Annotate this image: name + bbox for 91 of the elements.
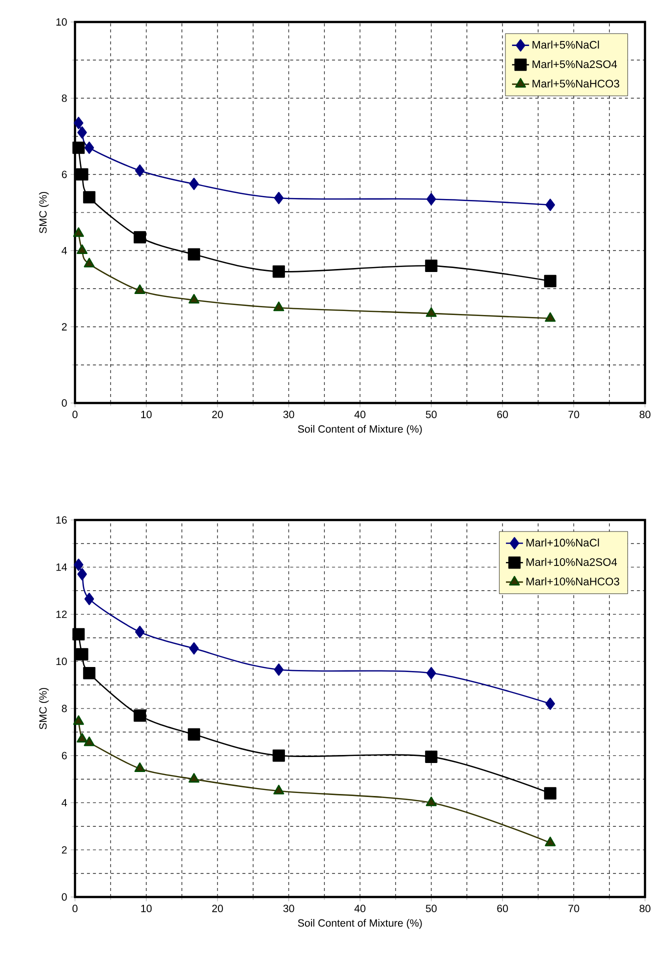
x-tick-label: 40 (354, 904, 366, 912)
point (73, 227, 84, 237)
point (84, 258, 95, 268)
point (189, 642, 199, 655)
y-tick-label: 12 (56, 610, 67, 618)
point (73, 715, 84, 725)
x-tick-label: 80 (640, 410, 650, 418)
x-tick-label: 50 (426, 410, 437, 418)
point (272, 265, 285, 278)
y-tick-label: 0 (62, 399, 67, 407)
y-tick-label: 2 (62, 846, 67, 854)
y-tick-label: 2 (62, 323, 67, 330)
point (134, 231, 146, 244)
point (273, 784, 284, 794)
point (72, 628, 85, 640)
point (74, 558, 84, 571)
point (426, 193, 436, 206)
point (544, 787, 556, 800)
y-tick-label: 14 (56, 564, 67, 571)
point (426, 307, 437, 317)
x-tick-label: 0 (72, 410, 78, 418)
legend-label: Marl+5%Na2SO4 (532, 60, 617, 68)
y-tick-label: 4 (62, 799, 67, 806)
point (134, 709, 146, 722)
point (74, 116, 84, 130)
y-tick-label: 16 (56, 516, 67, 524)
point (188, 773, 200, 783)
x-tick-label: 10 (141, 410, 152, 418)
point (545, 698, 556, 710)
point (83, 191, 96, 204)
point (426, 796, 437, 806)
point (77, 568, 87, 580)
x-tick-label: 40 (354, 410, 366, 418)
point (134, 284, 146, 294)
legend-label: Marl+10%NaHCO3 (526, 577, 620, 586)
y-tick-label: 10 (56, 18, 67, 26)
x-tick-label: 0 (72, 904, 78, 912)
y-tick-label: 0 (62, 893, 67, 901)
point (425, 750, 438, 763)
x-tick-label: 10 (141, 904, 152, 912)
point (84, 736, 95, 746)
point (135, 164, 145, 177)
point (188, 248, 200, 261)
y-tick-label: 4 (62, 247, 67, 254)
x-axis-title: Soil Content of Mixture (%) (298, 919, 422, 929)
point (544, 836, 556, 846)
point (76, 168, 88, 181)
point (84, 142, 94, 154)
x-tick-label: 20 (212, 410, 223, 418)
legend-label: Marl+5%NaCl (532, 40, 599, 49)
point (134, 762, 146, 772)
point (76, 244, 88, 254)
point (77, 126, 87, 139)
point (188, 728, 200, 741)
x-tick-label: 30 (283, 410, 294, 418)
point (76, 732, 88, 743)
point (274, 663, 284, 676)
point (84, 592, 94, 606)
x-tick-label: 60 (497, 410, 508, 418)
x-tick-label: 20 (212, 904, 223, 912)
y-axis-title: SMC (%) (39, 688, 49, 730)
y-tick-label: 10 (56, 658, 67, 666)
legend-label: Marl+10%Na2SO4 (526, 558, 617, 566)
legend-label: Marl+10%NaCl (526, 538, 599, 547)
point (135, 626, 145, 638)
x-tick-label: 50 (426, 904, 437, 912)
x-tick-label: 60 (497, 904, 508, 912)
x-axis-title: Soil Content of Mixture (%) (298, 425, 422, 435)
y-tick-label: 6 (62, 752, 67, 760)
y-axis-title: SMC (%) (39, 192, 49, 234)
x-tick-label: 70 (568, 410, 580, 418)
point (544, 312, 556, 322)
point (76, 648, 88, 660)
point (273, 302, 284, 312)
point (425, 260, 438, 272)
y-tick-label: 8 (62, 94, 67, 102)
x-tick-label: 70 (568, 904, 580, 912)
point (83, 667, 96, 680)
y-tick-label: 8 (62, 704, 67, 712)
point (272, 749, 285, 762)
point (544, 274, 556, 288)
point (426, 667, 436, 680)
point (189, 178, 199, 190)
point (274, 192, 284, 204)
point (188, 294, 200, 304)
x-tick-label: 80 (640, 904, 650, 912)
x-tick-label: 30 (283, 904, 294, 912)
point (545, 198, 556, 212)
point (72, 142, 85, 154)
y-tick-label: 6 (62, 170, 67, 178)
legend-label: Marl+5%NaHCO3 (532, 79, 620, 88)
